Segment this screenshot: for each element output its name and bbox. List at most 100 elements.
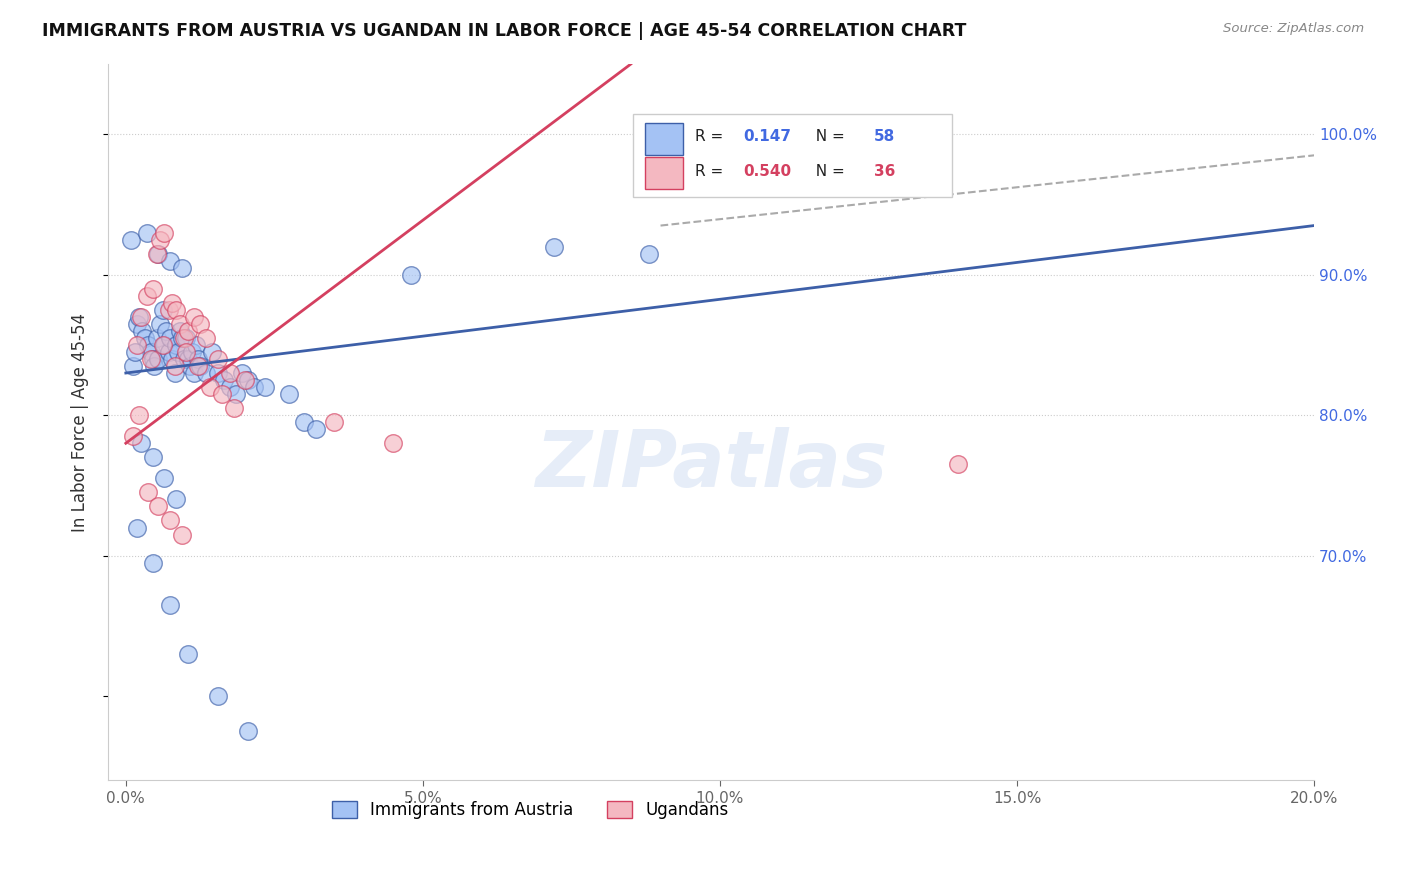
- Point: [172, 260, 194, 275]
- Point: [169, 324, 191, 338]
- Point: [120, 233, 142, 247]
- Point: [155, 324, 177, 338]
- Point: [187, 351, 209, 366]
- Point: [201, 345, 224, 359]
- Point: [157, 302, 180, 317]
- Point: [242, 380, 264, 394]
- Text: N =: N =: [806, 163, 851, 178]
- Point: [218, 380, 240, 394]
- Point: [637, 246, 659, 260]
- Point: [148, 351, 170, 366]
- Point: [946, 458, 969, 472]
- Point: [222, 401, 245, 416]
- Point: [177, 324, 200, 338]
- Point: [128, 310, 150, 324]
- Text: IMMIGRANTS FROM AUSTRIA VS UGANDAN IN LABOR FORCE | AGE 45-54 CORRELATION CHART: IMMIGRANTS FROM AUSTRIA VS UGANDAN IN LA…: [42, 22, 966, 40]
- Point: [159, 331, 181, 345]
- Legend: Immigrants from Austria, Ugandans: Immigrants from Austria, Ugandans: [325, 794, 735, 826]
- Point: [382, 436, 405, 450]
- Point: [207, 366, 229, 380]
- Point: [149, 317, 172, 331]
- Point: [181, 345, 204, 359]
- Point: [131, 324, 153, 338]
- Text: 58: 58: [875, 129, 896, 145]
- Point: [172, 331, 194, 345]
- Point: [153, 226, 176, 240]
- Point: [236, 724, 259, 739]
- Point: [125, 338, 148, 352]
- Point: [160, 351, 183, 366]
- Point: [218, 366, 240, 380]
- Text: R =: R =: [696, 129, 728, 145]
- Point: [129, 310, 152, 324]
- Point: [125, 520, 148, 534]
- Point: [169, 317, 191, 331]
- Point: [187, 359, 209, 373]
- Text: 0.147: 0.147: [744, 129, 792, 145]
- Point: [236, 373, 259, 387]
- Point: [254, 380, 277, 394]
- Point: [122, 359, 145, 373]
- Point: [149, 233, 172, 247]
- Point: [125, 317, 148, 331]
- Point: [124, 345, 146, 359]
- Point: [165, 302, 187, 317]
- Point: [292, 415, 315, 429]
- FancyBboxPatch shape: [645, 157, 683, 189]
- Y-axis label: In Labor Force | Age 45-54: In Labor Force | Age 45-54: [72, 313, 89, 532]
- Point: [148, 246, 170, 260]
- Point: [152, 302, 174, 317]
- Point: [165, 338, 187, 352]
- Point: [195, 331, 218, 345]
- Text: ZIPatlas: ZIPatlas: [534, 427, 887, 503]
- Point: [198, 380, 221, 394]
- Point: [278, 387, 301, 401]
- Point: [211, 387, 233, 401]
- Point: [543, 239, 565, 253]
- Text: Source: ZipAtlas.com: Source: ZipAtlas.com: [1223, 22, 1364, 36]
- Point: [165, 492, 187, 507]
- Point: [141, 282, 163, 296]
- Point: [305, 422, 328, 436]
- Point: [322, 415, 344, 429]
- Point: [159, 253, 181, 268]
- Point: [159, 514, 181, 528]
- Point: [139, 345, 162, 359]
- Point: [139, 351, 162, 366]
- Point: [167, 345, 190, 359]
- Point: [153, 338, 176, 352]
- Text: 36: 36: [875, 163, 896, 178]
- Point: [231, 366, 253, 380]
- Point: [163, 359, 186, 373]
- Point: [159, 598, 181, 612]
- Point: [141, 450, 163, 465]
- Point: [179, 359, 201, 373]
- Point: [129, 436, 152, 450]
- FancyBboxPatch shape: [633, 114, 952, 196]
- Point: [183, 310, 205, 324]
- Point: [172, 527, 194, 541]
- Point: [184, 338, 207, 352]
- Text: 0.540: 0.540: [744, 163, 792, 178]
- Point: [145, 246, 167, 260]
- Point: [122, 429, 145, 443]
- Point: [399, 268, 422, 282]
- Point: [148, 500, 170, 514]
- Point: [188, 317, 211, 331]
- Point: [163, 366, 186, 380]
- Point: [177, 647, 200, 661]
- Point: [141, 556, 163, 570]
- Point: [207, 689, 229, 703]
- Point: [173, 351, 195, 366]
- Point: [135, 289, 157, 303]
- Point: [153, 471, 176, 485]
- Point: [134, 331, 156, 345]
- Point: [138, 485, 160, 500]
- Point: [160, 295, 183, 310]
- Point: [141, 351, 163, 366]
- Point: [173, 331, 195, 345]
- Point: [207, 351, 229, 366]
- FancyBboxPatch shape: [645, 123, 683, 155]
- Text: R =: R =: [696, 163, 728, 178]
- Point: [143, 359, 166, 373]
